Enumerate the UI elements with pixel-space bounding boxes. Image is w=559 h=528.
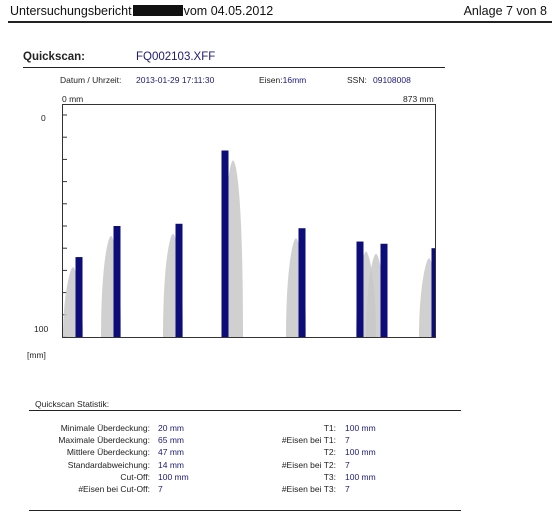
stat-right-label: #Eisen bei T3: [281, 484, 336, 494]
stat-right-label: T2: [323, 447, 336, 458]
ssn-label: SSN: [347, 75, 367, 85]
quickscan-chart [62, 104, 436, 338]
chart-svg [63, 114, 435, 337]
stat-left-label: Cut-Off: [120, 471, 150, 482]
stat-right-value: 7 [345, 435, 350, 446]
stat-right-value: 100 mm [345, 471, 376, 482]
stat-right-label: T1: [323, 423, 336, 433]
stat-left-value: 20 mm [158, 423, 184, 433]
datetime-label: Datum / Uhrzeit: [60, 75, 122, 85]
stat-right-label: #Eisen bei T1: [281, 435, 336, 446]
stat-right-value: 100 mm [345, 447, 376, 458]
datetime-value: 2013-01-29 17:11:30 [136, 75, 215, 85]
cover-bar-1 [75, 257, 83, 337]
eisen-label-text: Eisen: [259, 75, 283, 85]
quickscan-rule [23, 67, 445, 68]
stat-left-label: #Eisen bei Cut-Off: [78, 484, 150, 494]
stat-left-label: Minimale Überdeckung: [60, 423, 150, 433]
ssn-value: 09108008 [373, 75, 411, 85]
footer-rule [29, 510, 461, 511]
stat-left-value: 47 mm [158, 447, 184, 458]
cover-bar-2 [113, 226, 121, 337]
stat-left-label: Mittlere Überdeckung: [66, 447, 150, 458]
stat-right-value: 7 [345, 459, 350, 470]
report-title: Untersuchungsbericht vom 04.05.2012 [10, 4, 273, 18]
stats-title: Quickscan Statistik: [35, 399, 110, 409]
stat-left-value: 7 [158, 484, 163, 494]
stat-left-value: 65 mm [158, 435, 184, 446]
quickscan-label: Quickscan: [23, 51, 85, 63]
stat-left-value: 14 mm [158, 459, 184, 470]
x-start-label: 0 mm [62, 94, 84, 104]
cover-bar-7 [380, 243, 388, 337]
eisen-value: 16mm [282, 75, 307, 85]
stats-rule [29, 410, 461, 411]
unit-label: [mm] [27, 350, 46, 360]
redaction-block [132, 5, 183, 16]
stat-right-label: #Eisen bei T2: [281, 459, 336, 470]
y-bottom-label: 100 [34, 324, 49, 334]
cover-bar-8 [431, 248, 435, 337]
page-indicator: Anlage 7 von 8 [463, 4, 547, 18]
header-rule [8, 21, 552, 23]
stat-right-value: 7 [345, 484, 350, 494]
cover-bar-3 [175, 223, 183, 337]
stat-left-label: Standardabweichung: [67, 459, 150, 470]
quickscan-file: FQ002103.XFF [136, 51, 216, 63]
stat-right-label: T3: [323, 471, 336, 482]
cover-bar-5 [298, 228, 306, 337]
eisen-label: Eisen:16mm [259, 75, 306, 85]
x-end-label: 873 mm [403, 94, 434, 104]
report-title-suffix: vom 04.05.2012 [183, 4, 274, 18]
report-title-prefix: Untersuchungsbericht [10, 4, 132, 18]
cover-bar-6 [356, 241, 364, 337]
stat-right-value: 100 mm [345, 423, 376, 433]
y-top-label: 0 [41, 113, 46, 123]
signal-shadow-8 [419, 258, 435, 337]
cover-bar-4 [221, 150, 229, 337]
stat-left-label: Maximale Überdeckung: [58, 435, 150, 446]
stat-left-value: 100 mm [158, 471, 189, 482]
